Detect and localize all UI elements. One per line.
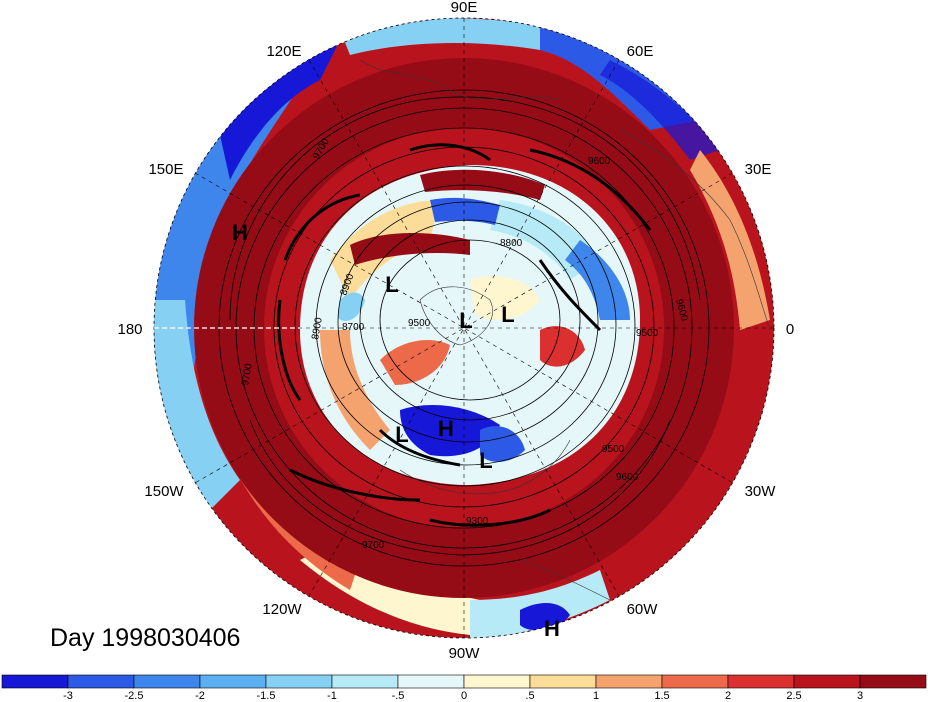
high-pressure-label: H	[232, 220, 248, 245]
coastlines	[359, 59, 771, 601]
contour-label: 9600	[616, 472, 639, 483]
colorbar-tick-label: -.5	[392, 690, 405, 702]
contour-label: 8700	[342, 322, 365, 333]
figure-title: Day 1998030406	[50, 624, 240, 652]
lon-label-90e: 90E	[451, 0, 478, 16]
graticule	[154, 18, 774, 638]
contour-value-labels: 9700 8800 9600 9500 8900 8700 8900 9500 …	[240, 136, 689, 551]
colorbar-swatch	[463, 674, 531, 689]
colorbar-tick-label: 2	[725, 690, 731, 702]
contour-label: 9700	[362, 540, 385, 551]
colorbar-swatch	[265, 674, 333, 689]
colorbar-swatch	[397, 674, 465, 689]
colorbar-swatch	[331, 674, 399, 689]
lon-label-30w: 30W	[745, 483, 777, 500]
colorbar-swatch	[661, 674, 729, 689]
contour-label: 8900	[310, 316, 325, 340]
colorbar-tick-label: 3	[857, 690, 863, 702]
contour-label: 9600	[588, 156, 611, 167]
colorbar-tick-label: 2.5	[786, 690, 801, 702]
low-pressure-label: L	[395, 422, 408, 447]
contour-label: 9300	[466, 516, 489, 527]
contour-label: 9500	[636, 328, 659, 339]
lon-label-30e: 30E	[745, 161, 772, 178]
lon-label-60w: 60W	[627, 601, 659, 618]
lon-label-60e: 60E	[627, 43, 654, 60]
colorbar-tick-label: -1.5	[257, 690, 276, 702]
colorbar-swatch	[727, 674, 795, 689]
colorbar-swatch	[793, 674, 861, 689]
contour-label: 8800	[500, 238, 523, 249]
colorbar: -3 -2.5 -2 -1.5 -1 -.5 0 .5 1 1.5 2 2.5 3	[1, 674, 927, 702]
colorbar-swatch	[67, 674, 135, 689]
jet-contours	[277, 143, 652, 527]
colorbar-swatch	[529, 674, 597, 689]
low-pressure-label: L	[385, 272, 398, 297]
low-pressure-label: L	[479, 448, 492, 473]
contour-label: 9700	[240, 362, 255, 386]
pressure-system-labels: H L L L L L H H	[232, 220, 560, 641]
longitude-labels: 90E 60E 30E 0 30W 60W 90W 120W 150W 180 …	[117, 0, 794, 662]
colorbar-swatch	[859, 674, 927, 689]
lon-label-120e: 120E	[266, 43, 301, 60]
low-pressure-label: L	[501, 302, 514, 327]
colorbar-tick-label: 1	[593, 690, 599, 702]
lon-label-150e: 150E	[148, 161, 183, 178]
high-pressure-label: H	[438, 416, 454, 441]
colorbar-tick-label: -1	[327, 690, 337, 702]
colorbar-swatch	[133, 674, 201, 689]
colorbar-tick-label: 0	[461, 690, 467, 702]
contour-label: 9500	[408, 318, 431, 329]
colorbar-tick-label: .5	[525, 690, 534, 702]
colorbar-swatch	[1, 674, 69, 689]
colorbar-tick-label: 1.5	[654, 690, 669, 702]
lon-label-90w: 90W	[449, 645, 481, 662]
colorbar-swatch	[199, 674, 267, 689]
low-pressure-label: L	[459, 308, 472, 333]
contour-label: 9500	[602, 444, 625, 455]
lon-label-120w: 120W	[262, 601, 302, 618]
map-disc	[154, 18, 774, 638]
lon-label-0: 0	[786, 321, 794, 338]
colorbar-tick-label: -3	[63, 690, 73, 702]
lon-label-180: 180	[117, 321, 142, 338]
lon-label-150w: 150W	[144, 483, 184, 500]
high-pressure-label: H	[544, 616, 560, 641]
colorbar-tick-label: -2.5	[125, 690, 144, 702]
colorbar-tick-label: -2	[195, 690, 205, 702]
colorbar-swatch	[595, 674, 663, 689]
